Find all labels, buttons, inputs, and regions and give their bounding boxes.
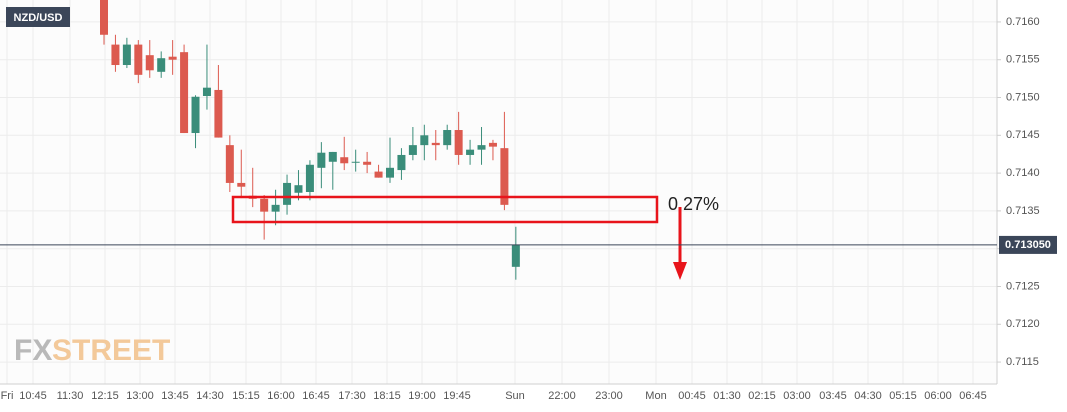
candle-body [237,182,246,187]
candle-body [386,167,394,178]
x-tick-label: 12:15 [91,390,119,402]
y-tick-label: 0.7145 [1006,129,1040,141]
x-tick-label: Mon [645,390,666,402]
candle-body [363,161,372,165]
y-tick-label: 0.7160 [1006,16,1040,28]
candle-body [122,44,131,66]
y-tick-label: 0.7120 [1006,318,1040,330]
last-price-box [999,235,1057,254]
x-tick-label: 04:30 [854,390,882,402]
x-tick-label: 05:15 [889,390,917,402]
x-tick-label: 06:45 [959,390,987,402]
x-tick-label: 11:30 [57,390,84,402]
x-tick-label: 10:45 [19,390,47,402]
x-tick-label: 19:00 [408,390,436,402]
candle-body [340,157,349,164]
candle-body [488,142,497,147]
candle-body [511,244,520,267]
candle-body [420,135,429,146]
x-tick-label: Fri [1,390,14,402]
x-tick-label: 01:30 [713,390,741,402]
x-tick-label: 03:00 [783,390,811,402]
x-tick-label: 16:00 [267,390,295,402]
candle-body [191,96,200,134]
candle-body [283,182,292,205]
candle-body [271,204,280,212]
watermark-fx: FX [14,334,52,367]
x-tick-label: 13:00 [126,390,154,402]
candle-body [431,142,440,146]
candle-body [466,149,475,155]
candle-body [225,145,234,183]
x-tick-label: 02:15 [748,390,776,402]
candle-body [500,148,509,205]
grid [0,0,997,384]
candle-body [328,151,337,162]
x-tick-label: 22:00 [548,390,576,402]
y-tick-label: 0.7125 [1006,280,1040,292]
y-tick-label: 0.7140 [1006,167,1040,179]
candle-body [351,161,360,163]
candle-body [317,152,326,168]
candle-body [374,171,383,178]
x-tick-label: 16:45 [302,390,330,402]
y-tick-label: 0.7115 [1006,356,1039,368]
x-tick-label: 13:45 [161,390,189,402]
y-tick-label: 0.7135 [1006,205,1040,217]
candle-body [454,130,463,155]
x-tick-label: 17:30 [338,390,366,402]
candle-body [157,58,166,72]
candle-body [477,145,486,150]
candle-body [134,44,143,75]
candle-body [260,198,269,212]
watermark-street: STREET [52,334,170,367]
x-tick-label: 18:15 [373,390,401,402]
x-tick-label: Sun [505,390,525,402]
watermark: FX STREET [14,334,170,367]
candle-body [100,0,108,35]
candle-body [180,52,189,134]
candle-body [397,154,406,171]
candle-body [111,44,120,66]
candle-body [294,185,303,193]
y-tick-label: 0.7155 [1006,54,1040,66]
chart-title: NZD/USD [14,12,63,24]
candle-body [443,130,452,146]
x-tick-label: 23:00 [595,390,623,402]
y-tick-label: 0.7150 [1006,91,1040,103]
candle-body [202,87,211,96]
title-box [6,7,70,27]
x-tick-label: 15:15 [232,390,260,402]
x-tick-label: 06:00 [924,390,952,402]
x-tick-label: 03:45 [819,390,847,402]
x-tick-label: 00:45 [678,390,706,402]
candle-body [214,89,223,138]
candle-body [168,56,177,60]
candle-body [305,164,314,192]
arrow-head [673,262,687,280]
last-price-label: 0.713050 [1005,239,1051,251]
candle-body [408,145,417,155]
candle-body [145,55,154,71]
x-tick-label: 19:45 [443,390,471,402]
highlight-box [231,195,659,224]
annotation: 0.27% [668,194,719,214]
x-tick-label: 14:30 [196,390,224,402]
candles [100,0,520,280]
plot-area [0,0,997,384]
